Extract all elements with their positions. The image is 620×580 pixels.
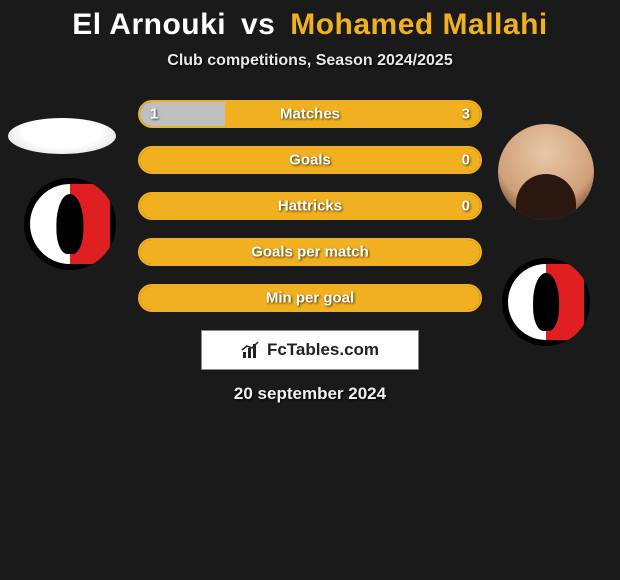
brand-text: FcTables.com [267, 340, 379, 360]
player2-name: Mohamed Mallahi [290, 8, 548, 41]
comparison-card: El Arnouki vs Mohamed Mallahi Club compe… [0, 0, 620, 404]
stat-label: Hattricks [278, 198, 342, 215]
stat-row: Goals per match [138, 238, 482, 266]
stat-value-left: 1 [150, 106, 158, 123]
stat-row: Goals 0 [138, 146, 482, 174]
brand-box: FcTables.com [201, 330, 419, 370]
player2-avatar [498, 124, 594, 220]
stat-fill-right [225, 102, 480, 126]
stat-label: Min per goal [266, 290, 354, 307]
vs-label: vs [241, 8, 275, 41]
stat-row: Matches 1 3 [138, 100, 482, 128]
stat-label: Goals [289, 152, 331, 169]
player1-avatar [8, 118, 116, 154]
page-title: El Arnouki vs Mohamed Mallahi [0, 8, 620, 42]
stat-row: Min per goal [138, 284, 482, 312]
subtitle: Club competitions, Season 2024/2025 [0, 52, 620, 70]
player1-name: El Arnouki [72, 8, 226, 41]
stat-value-right: 0 [462, 152, 470, 169]
player1-club-badge [24, 178, 116, 270]
date-label: 20 september 2024 [0, 384, 620, 404]
stats-list: Matches 1 3 Goals 0 Hattricks 0 Goals per match… [138, 100, 482, 312]
stat-value-right: 3 [462, 106, 470, 123]
player2-club-badge [502, 258, 590, 346]
stat-label: Goals per match [251, 244, 369, 261]
stat-label: Matches [280, 106, 340, 123]
stat-value-right: 0 [462, 198, 470, 215]
chart-icon [241, 340, 261, 360]
stat-row: Hattricks 0 [138, 192, 482, 220]
